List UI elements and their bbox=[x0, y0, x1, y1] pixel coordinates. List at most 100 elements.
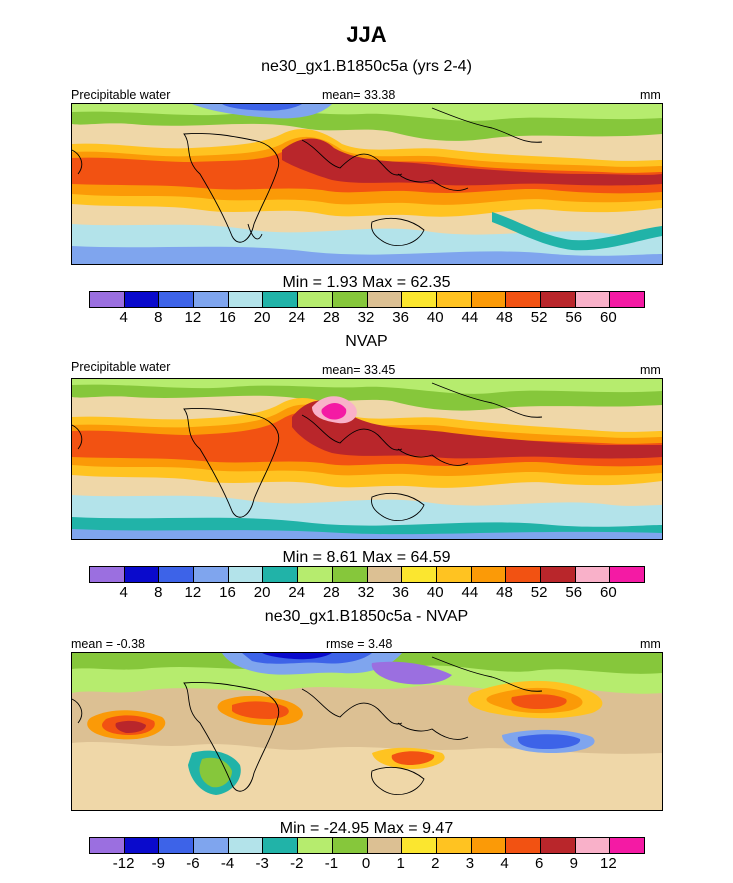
colorbar-tick-label: -2 bbox=[290, 855, 304, 872]
panel3-map bbox=[71, 652, 663, 811]
colorbar-tick-label: 60 bbox=[600, 309, 617, 326]
colorbar-tick-label: 48 bbox=[496, 584, 513, 601]
colorbar-swatch bbox=[367, 292, 403, 307]
colorbar-swatch bbox=[298, 292, 333, 307]
colorbar-swatch bbox=[194, 567, 229, 582]
colorbar-tick-label: 32 bbox=[357, 584, 375, 601]
colorbar-swatch bbox=[159, 838, 195, 853]
colorbar-swatch bbox=[540, 567, 576, 582]
colorbar-tick-label: -4 bbox=[220, 855, 235, 872]
colorbar-tick-label: -9 bbox=[151, 855, 165, 872]
colorbar-tick-label: 16 bbox=[219, 584, 236, 601]
colorbar-swatch bbox=[332, 292, 368, 307]
panel1-map bbox=[71, 103, 663, 265]
colorbar-tick-label: 40 bbox=[426, 584, 444, 601]
colorbar-swatch bbox=[298, 838, 333, 853]
colorbar-swatch bbox=[263, 292, 299, 307]
colorbar-tick-label: 6 bbox=[534, 855, 544, 872]
panel3-colorbar-ticks: -12 -9 -6 -4 -3 -2 -1 0 1 2 3 4 6 9 12 bbox=[89, 855, 645, 873]
panel3-units-label: mm bbox=[640, 637, 661, 651]
panel2-left-label: Precipitable water bbox=[71, 360, 171, 374]
colorbar-tick-label: 44 bbox=[461, 584, 479, 601]
colorbar-tick-label: 60 bbox=[600, 584, 617, 601]
colorbar-tick-label: 36 bbox=[392, 584, 409, 601]
colorbar-swatch bbox=[540, 292, 576, 307]
colorbar-swatch bbox=[367, 567, 403, 582]
panel1-subtitle: ne30_gx1.B1850c5a (yrs 2-4) bbox=[261, 58, 472, 75]
colorbar-tick-label: 1 bbox=[396, 855, 405, 872]
panel1-stats: Min = 1.93 Max = 62.35 bbox=[282, 274, 451, 291]
colorbar-tick-label: 16 bbox=[219, 309, 236, 326]
colorbar-swatch bbox=[610, 292, 644, 307]
colorbar-swatch bbox=[124, 567, 160, 582]
colorbar-swatch bbox=[332, 838, 368, 853]
colorbar-swatch bbox=[436, 567, 472, 582]
colorbar-swatch bbox=[402, 567, 437, 582]
colorbar-swatch bbox=[90, 838, 125, 853]
colorbar-swatch bbox=[90, 292, 125, 307]
colorbar-swatch bbox=[610, 838, 644, 853]
colorbar-swatch bbox=[610, 567, 644, 582]
colorbar-swatch bbox=[402, 292, 437, 307]
colorbar-tick-label: 12 bbox=[600, 855, 617, 872]
colorbar-tick-label: 40 bbox=[426, 309, 444, 326]
colorbar-tick-label: 24 bbox=[288, 584, 306, 601]
colorbar-swatch bbox=[471, 292, 507, 307]
colorbar-swatch bbox=[436, 292, 472, 307]
colorbar-tick-label: 12 bbox=[184, 309, 202, 326]
panel1-left-label: Precipitable water bbox=[71, 88, 171, 102]
colorbar-tick-label: 3 bbox=[465, 855, 475, 872]
colorbar-swatch bbox=[194, 838, 229, 853]
colorbar-tick-label: 12 bbox=[184, 584, 202, 601]
colorbar-tick-label: 20 bbox=[253, 309, 271, 326]
colorbar-swatch bbox=[332, 567, 368, 582]
colorbar-swatch bbox=[506, 567, 541, 582]
colorbar-tick-label: 56 bbox=[565, 309, 583, 326]
panel2-mean-label: mean= 33.45 bbox=[322, 363, 396, 377]
colorbar-tick-label: 32 bbox=[357, 309, 375, 326]
colorbar-tick-label: 52 bbox=[530, 309, 548, 326]
colorbar-swatch bbox=[194, 292, 229, 307]
panel3-field bbox=[72, 653, 662, 810]
colorbar-swatch bbox=[436, 838, 472, 853]
colorbar-tick-label: 4 bbox=[119, 584, 128, 601]
colorbar-tick-label: 28 bbox=[323, 309, 340, 326]
panel1-units-label: mm bbox=[640, 88, 661, 102]
panel3-rmse-label: rmse = 3.48 bbox=[326, 637, 393, 651]
panel1-mean-label: mean= 33.38 bbox=[322, 88, 396, 102]
panel2-colorbar bbox=[89, 566, 645, 583]
colorbar-tick-label: 9 bbox=[569, 855, 578, 872]
colorbar-tick-label: -3 bbox=[255, 855, 269, 872]
colorbar-tick-label: 52 bbox=[530, 584, 548, 601]
colorbar-tick-label: 4 bbox=[500, 855, 509, 872]
colorbar-swatch bbox=[575, 292, 611, 307]
colorbar-swatch bbox=[298, 567, 333, 582]
colorbar-swatch bbox=[263, 567, 299, 582]
colorbar-tick-label: 0 bbox=[361, 855, 371, 872]
colorbar-swatch bbox=[159, 292, 195, 307]
panel2-stats: Min = 8.61 Max = 64.59 bbox=[282, 549, 451, 566]
panel3-stats: Min = -24.95 Max = 9.47 bbox=[279, 820, 454, 837]
panel2-subtitle: NVAP bbox=[345, 333, 388, 350]
panel2-field bbox=[72, 379, 662, 539]
colorbar-swatch bbox=[159, 567, 195, 582]
colorbar-tick-label: -12 bbox=[112, 855, 135, 872]
panel2-map bbox=[71, 378, 663, 540]
colorbar-tick-label: 36 bbox=[392, 309, 409, 326]
colorbar-tick-label: 56 bbox=[565, 584, 583, 601]
colorbar-swatch bbox=[228, 292, 264, 307]
colorbar-tick-label: 20 bbox=[253, 584, 271, 601]
colorbar-swatch bbox=[367, 838, 403, 853]
panel3-subtitle: ne30_gx1.B1850c5a - NVAP bbox=[264, 608, 469, 625]
panel2-colorbar-ticks: 4 8 12 16 20 24 28 32 36 40 44 48 52 56 60 bbox=[89, 584, 645, 602]
colorbar-swatch bbox=[506, 838, 541, 853]
colorbar-swatch bbox=[471, 838, 507, 853]
figure-title: JJA bbox=[346, 22, 387, 47]
colorbar-swatch bbox=[575, 838, 611, 853]
colorbar-swatch bbox=[506, 292, 541, 307]
colorbar-swatch bbox=[540, 838, 576, 853]
colorbar-swatch bbox=[228, 567, 264, 582]
colorbar-tick-label: 48 bbox=[496, 309, 513, 326]
colorbar-swatch bbox=[90, 567, 125, 582]
colorbar-tick-label: -6 bbox=[186, 855, 200, 872]
